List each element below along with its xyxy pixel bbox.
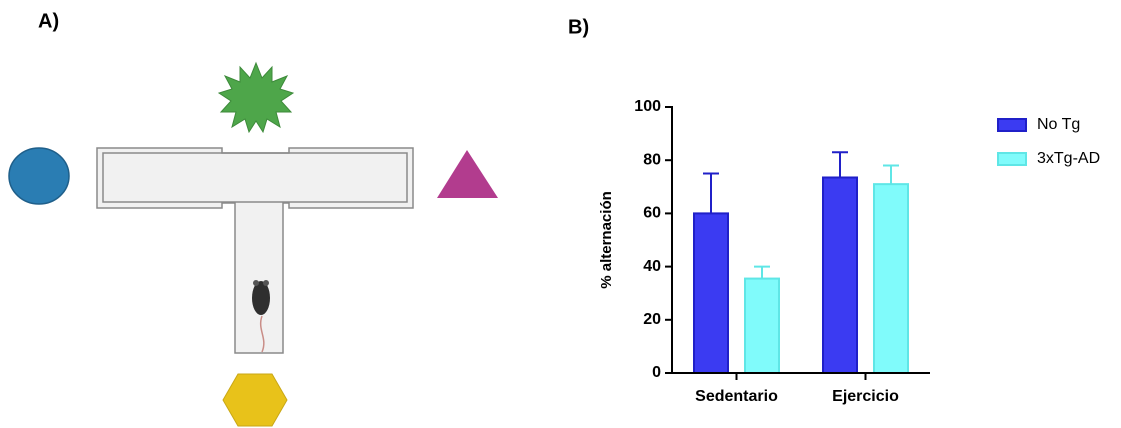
error-bar: [754, 265, 770, 279]
y-tick-label: 20: [643, 311, 661, 328]
hexagon-cue: [222, 373, 288, 427]
panel-label: A): [38, 10, 59, 32]
y-tick-label: 40: [643, 258, 661, 275]
maze: [96, 147, 414, 354]
x-tick-label: Sedentario: [695, 388, 778, 405]
x-tick-label: Ejercicio: [832, 388, 899, 405]
y-axis-label: % alternación: [598, 191, 615, 289]
legend-swatch: [997, 118, 1027, 132]
y-tick-label: 100: [634, 98, 661, 115]
triangle-cue: [437, 150, 498, 198]
maze-inner: [102, 152, 408, 203]
legend-swatch: [997, 152, 1027, 166]
legend-label: No Tg: [1037, 116, 1080, 133]
circle-cue: [8, 147, 70, 205]
y-tick-label: 60: [643, 205, 661, 222]
t-maze-diagram: [8, 61, 498, 427]
mouse: [252, 280, 270, 353]
error-bar: [832, 151, 848, 178]
panel-label: B): [568, 16, 589, 38]
bar: [693, 212, 729, 374]
bar: [822, 176, 858, 374]
error-bar: [703, 172, 719, 214]
error-bar: [883, 164, 899, 185]
star-cue: [217, 61, 295, 134]
bar: [873, 183, 909, 374]
bar: [744, 277, 780, 375]
maze-joint: [236, 203, 282, 213]
y-tick-label: 80: [643, 151, 661, 168]
legend-label: 3xTg-AD: [1037, 150, 1100, 167]
y-tick-label: 0: [652, 364, 661, 381]
